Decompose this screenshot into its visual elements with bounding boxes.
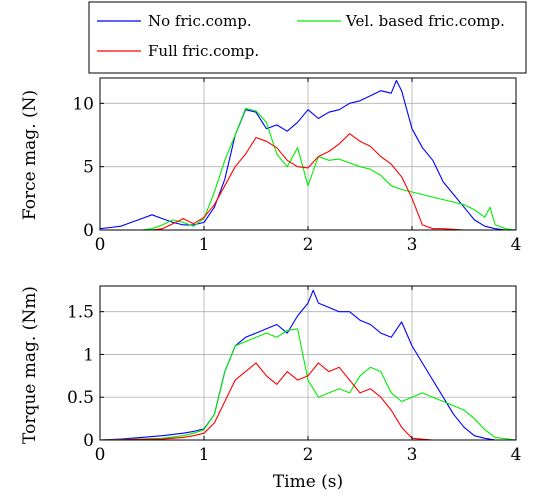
torque-series-2: [99, 362, 516, 441]
torque-xtick-label-0: 0: [95, 445, 106, 465]
torque-ytick-label-3: 1.5: [67, 303, 94, 323]
torque-xlabel: Time (s): [273, 472, 343, 492]
torque-series: [99, 289, 517, 441]
force-series-2: [100, 133, 516, 231]
legend-label-0: No fric.comp.: [148, 12, 252, 30]
torque-ticks: 0 1 2 3 4 0 0.5 1 1.5: [67, 286, 521, 465]
torque-xtick-label-3: 3: [407, 445, 418, 465]
force-ticks: 0 1 2 3 4 0 5 10: [72, 78, 521, 255]
legend-label-1: Vel. based fric.comp.: [345, 12, 505, 30]
force-xtick-label-0: 0: [95, 235, 106, 255]
force-series-1: [100, 107, 517, 231]
force-plot: 0 1 2 3 4 0 5 10 Force mag. (N): [20, 77, 521, 255]
force-series: [99, 79, 517, 231]
torque-plot: 0 1 2 3 4 0 0.5 1 1.5 Torque mag. (Nm) Time (s): [20, 285, 521, 492]
torque-xtick-label-2: 2: [303, 445, 314, 465]
legend-entry-0: No fric.comp.: [97, 12, 252, 30]
torque-ytick-label-1: 0.5: [67, 388, 94, 408]
legend: No fric.comp. Vel. based fric.comp. Full…: [88, 1, 527, 74]
force-xtick-label-1: 1: [199, 235, 210, 255]
torque-xtick-label-1: 1: [199, 445, 210, 465]
force-xtick-label-4: 4: [511, 235, 522, 255]
legend-label-2: Full fric.comp.: [148, 42, 259, 60]
torque-ylabel: Torque mag. (Nm): [20, 286, 40, 444]
force-ylabel: Force mag. (N): [20, 90, 40, 220]
torque-ytick-label-0: 0: [83, 431, 94, 451]
force-xtick-label-2: 2: [303, 235, 314, 255]
force-ytick-label-1: 5: [83, 158, 94, 178]
force-series-0: [99, 79, 516, 231]
force-ytick-label-2: 10: [72, 94, 94, 114]
force-xtick-label-3: 3: [407, 235, 418, 255]
torque-series-1: [99, 328, 517, 441]
legend-entry-2: Full fric.comp.: [97, 42, 259, 60]
force-ytick-label-0: 0: [83, 221, 94, 241]
force-grid: [100, 78, 516, 230]
torque-xtick-label-4: 4: [511, 445, 522, 465]
legend-entry-1: Vel. based fric.comp.: [297, 12, 505, 30]
torque-ytick-label-2: 1: [83, 345, 94, 365]
torque-grid: [100, 286, 516, 440]
legend-box: [88, 1, 527, 74]
